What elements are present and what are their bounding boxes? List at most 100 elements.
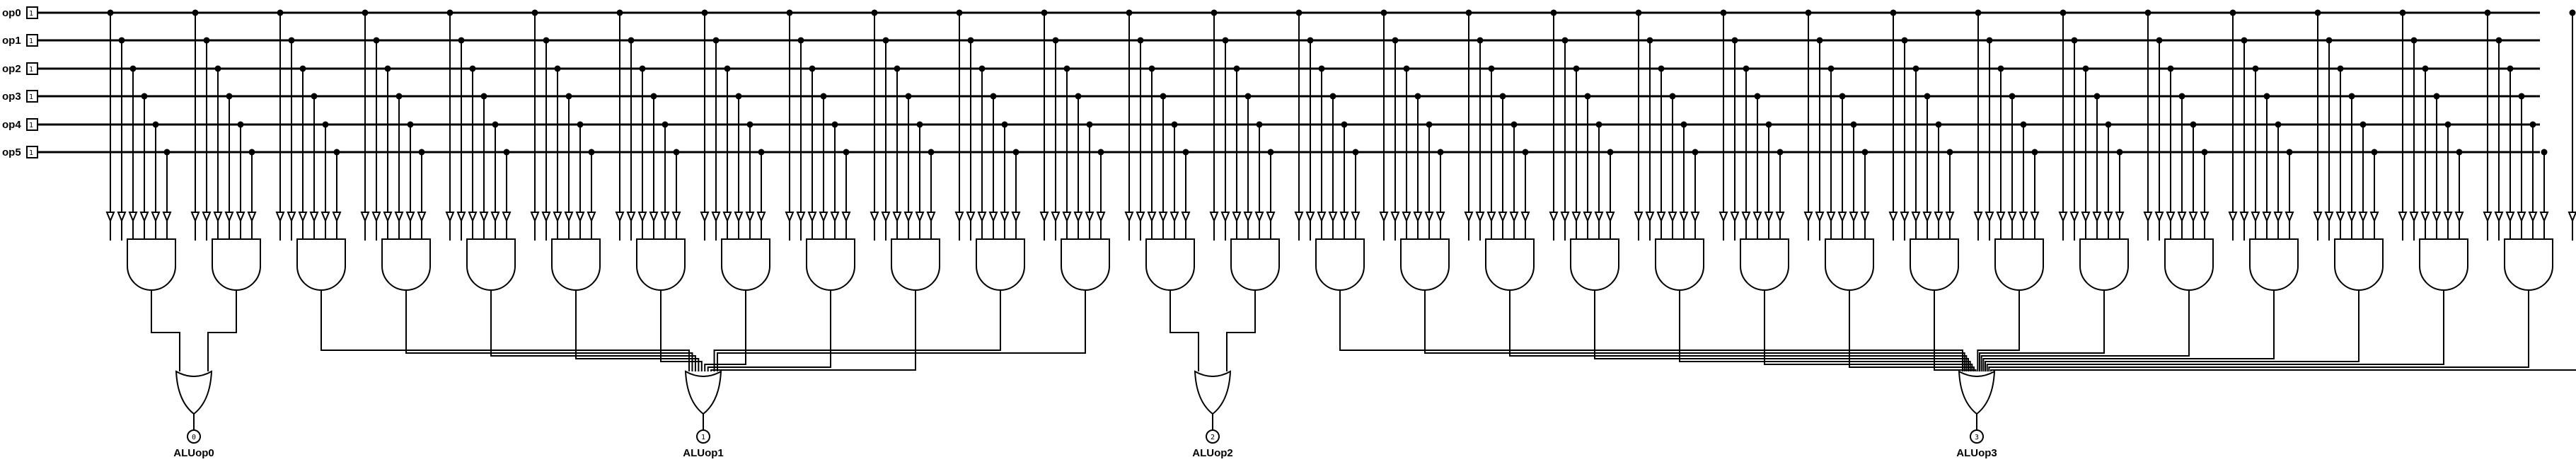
- inverter-icon: [320, 212, 330, 223]
- output-pin-ALUop0[interactable]: [187, 429, 201, 444]
- inverter-icon: [700, 212, 710, 223]
- output-pin-ALUop2[interactable]: [1206, 429, 1220, 444]
- inverter-icon: [2069, 212, 2079, 223]
- inverter-icon: [1124, 212, 1134, 223]
- inverter-icon: [1209, 212, 1219, 223]
- inverter-icon: [383, 212, 393, 223]
- junction-dot: [1477, 37, 1484, 44]
- junction-dot: [882, 37, 889, 44]
- and-gate: [2079, 238, 2129, 291]
- input-pin-op2[interactable]: [26, 62, 38, 75]
- inverter-icon: [1549, 212, 1559, 223]
- junction-dot: [299, 65, 306, 72]
- junction-dot: [1680, 121, 1687, 128]
- inverter-icon: [2143, 212, 2153, 223]
- junction-dot: [2422, 65, 2429, 72]
- junction-dot: [1573, 65, 1580, 72]
- junction-dot: [1352, 149, 1359, 156]
- junction-dot: [990, 93, 997, 100]
- junction-dot: [1160, 93, 1167, 100]
- inverter-icon: [1169, 212, 1179, 223]
- junction-dot: [237, 121, 244, 128]
- input-pin-op3[interactable]: [26, 90, 38, 103]
- junction-dot: [967, 37, 974, 44]
- junction-dot: [531, 9, 538, 16]
- junction-dot: [2252, 65, 2259, 72]
- and-output-wire: [660, 290, 703, 371]
- junction-dot: [1658, 65, 1665, 72]
- junction-dot: [894, 65, 901, 72]
- and-output-wire: [1985, 290, 2360, 371]
- junction-dot: [2337, 65, 2344, 72]
- output-label-ALUop3: ALUop3: [1956, 447, 1997, 459]
- junction-dot: [2360, 121, 2367, 128]
- junction-dot: [1595, 121, 1602, 128]
- inverter-icon: [1752, 212, 1762, 223]
- junction-dot: [163, 149, 171, 156]
- inverter-icon: [1136, 212, 1145, 223]
- and-output-wire: [207, 290, 237, 371]
- and-output-wire: [1988, 290, 2529, 371]
- inverter-icon: [1849, 212, 1859, 223]
- junction-dot: [311, 93, 318, 100]
- inverter-icon: [1837, 212, 1847, 223]
- and-gate: [1655, 238, 1704, 291]
- input-pin-op0[interactable]: [26, 6, 38, 19]
- inverter-icon: [151, 212, 161, 223]
- junction-dot: [458, 37, 465, 44]
- inverter-icon: [2200, 212, 2210, 223]
- or-gate: [175, 370, 213, 415]
- inverter-icon: [1000, 212, 1010, 223]
- inverter-icon: [745, 212, 755, 223]
- junction-dot: [1511, 121, 1518, 128]
- inverter-icon: [105, 212, 115, 223]
- junction-dot: [1743, 65, 1750, 72]
- inverter-icon: [1594, 212, 1604, 223]
- junction-dot: [1550, 9, 1557, 16]
- inverter-icon: [1039, 212, 1049, 223]
- inverter-icon: [394, 212, 404, 223]
- junction-dot: [1171, 121, 1178, 128]
- inverter-icon: [2166, 212, 2176, 223]
- junction-dot: [1669, 93, 1676, 100]
- junction-dot: [1086, 121, 1093, 128]
- inverter-icon: [1254, 212, 1264, 223]
- junction-dot: [2348, 93, 2355, 100]
- inverter-icon: [2058, 212, 2068, 223]
- junction-dot: [1233, 65, 1240, 72]
- junction-dot: [1720, 9, 1727, 16]
- input-pin-op1[interactable]: [26, 34, 38, 47]
- junction-dot: [469, 65, 476, 72]
- inverter-icon: [1934, 212, 1943, 223]
- inverter-icon: [1464, 212, 1474, 223]
- inverter-icon: [1062, 212, 1072, 223]
- inverter-icon: [575, 212, 585, 223]
- junction-dot: [118, 37, 125, 44]
- inverter-icon: [1147, 212, 1157, 223]
- inverter-icon: [1996, 212, 2006, 223]
- input-pin-op5[interactable]: [26, 146, 38, 158]
- junction-dot: [2569, 9, 2576, 16]
- and-gate: [551, 238, 601, 291]
- junction-dot: [543, 37, 550, 44]
- and-gate: [1145, 238, 1195, 291]
- junction-dot: [1901, 37, 1908, 44]
- junction-dot: [809, 65, 816, 72]
- inverter-icon: [2568, 212, 2576, 223]
- junction-dot: [1850, 121, 1857, 128]
- junction-dot: [2229, 9, 2236, 16]
- output-pin-ALUop3[interactable]: [1970, 429, 1984, 444]
- inverter-icon: [332, 212, 342, 223]
- and-output-wire: [1977, 290, 2020, 371]
- inverter-icon: [711, 212, 721, 223]
- junction-dot: [1182, 149, 1189, 156]
- junction-dot: [724, 65, 731, 72]
- input-pin-op4[interactable]: [26, 118, 38, 131]
- junction-dot: [2275, 121, 2282, 128]
- inverter-icon: [1181, 212, 1191, 223]
- junction-dot: [2371, 149, 2378, 156]
- junction-dot: [701, 9, 708, 16]
- inverter-icon: [1413, 212, 1423, 223]
- junction-dot: [735, 93, 742, 100]
- output-pin-ALUop1[interactable]: [696, 429, 710, 444]
